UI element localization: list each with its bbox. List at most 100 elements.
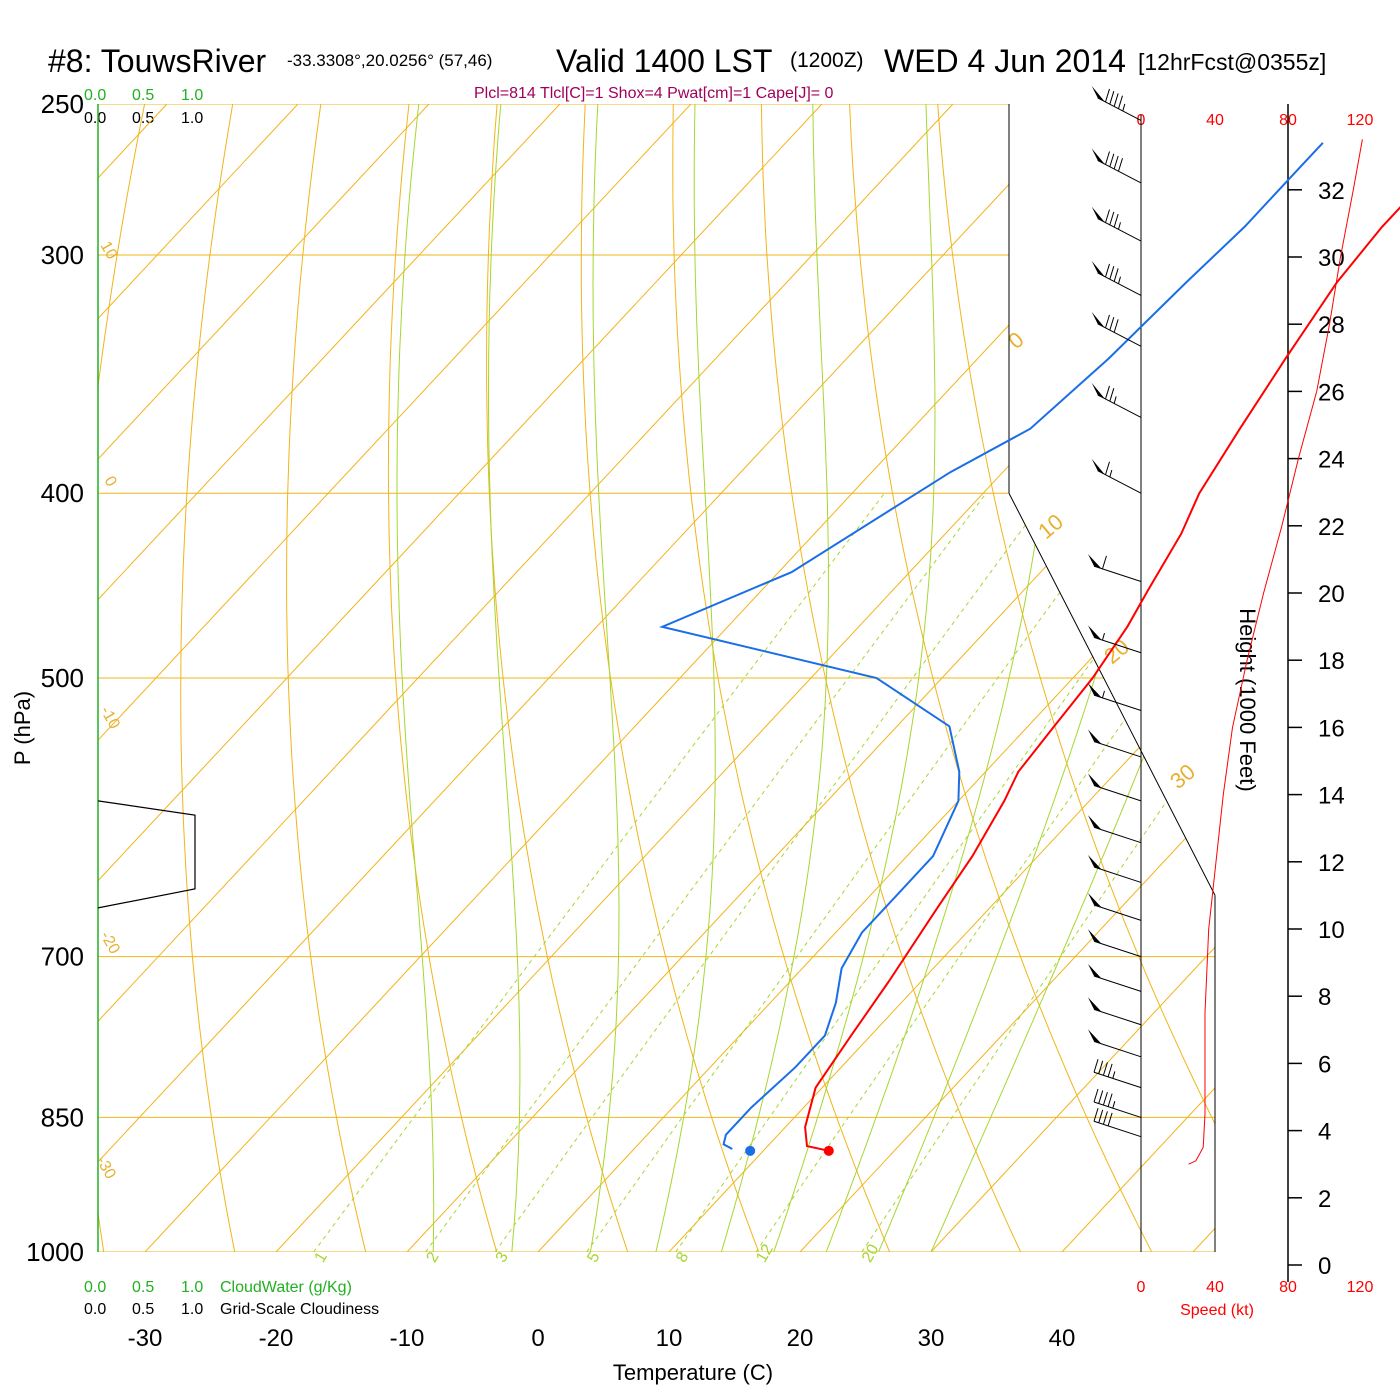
wind-barb-850: [1093, 1088, 1142, 1118]
mixing-ratio-1: [313, 492, 885, 1252]
wind-barb-315: [1091, 260, 1142, 296]
wind-barb-760: [1088, 997, 1142, 1026]
isotherm--10: [406, 104, 1215, 1252]
barb-half: [1101, 690, 1105, 698]
isotherm-label-0: 0: [1003, 327, 1028, 354]
barb-half: [1118, 222, 1121, 230]
dry-adiabat-310: [760, 104, 1022, 1252]
barb-full: [1118, 158, 1123, 172]
dry-adiabat-370: [1290, 104, 1400, 1252]
temp-label--10: -10: [390, 1325, 425, 1352]
wind-barb-485: [1088, 625, 1142, 654]
dry-adiabat-250: [180, 104, 236, 1252]
barb-full: [1105, 88, 1110, 103]
barb-staff: [1097, 470, 1142, 494]
pressure-label-850: 850: [41, 1102, 84, 1132]
mixing-ratio-label-20: 20: [859, 1241, 883, 1265]
surface-dewpoint-dot: [745, 1145, 756, 1156]
barb-pennant: [1091, 458, 1105, 475]
barb-full: [1113, 213, 1119, 228]
isotherm--70: [98, 104, 692, 1252]
barb-full: [1113, 93, 1119, 107]
pressure-label-400: 400: [41, 478, 84, 508]
dewpoint-line: [659, 142, 1324, 1150]
barb-half: [1113, 396, 1117, 404]
height-label-24: 24: [1318, 447, 1345, 474]
barb-pennant: [1088, 625, 1102, 640]
isotherm-50: [1192, 104, 1215, 1252]
dry-adiabat-300: [672, 104, 891, 1252]
stability-indices: Plcl=814 Tlcl[C]=1 Shox=4 Pwat[cm]=1 Cap…: [474, 85, 834, 102]
barb-staff: [1093, 741, 1142, 758]
barb-full: [1098, 1109, 1104, 1123]
barb-full: [1093, 1108, 1099, 1122]
wind-barb-335: [1091, 311, 1142, 347]
barb-half: [1122, 103, 1126, 112]
barb-staff: [1093, 940, 1142, 958]
barb-full: [1109, 153, 1115, 167]
barb-full: [1105, 209, 1110, 223]
speed-axis-label: Speed (kt): [1180, 1302, 1254, 1319]
dry-adiabat-280: [486, 104, 629, 1252]
temp-label-10: 10: [656, 1325, 683, 1352]
barb-pennant: [1088, 929, 1102, 944]
barb-staff: [1093, 565, 1142, 582]
speed-tick-120-top: 120: [1347, 112, 1374, 129]
wind-barb-730: [1088, 963, 1142, 992]
wind-barb-610: [1088, 815, 1142, 844]
barb-full: [1093, 1088, 1099, 1103]
barb-full: [1113, 319, 1119, 333]
barb-full: [1105, 151, 1110, 165]
isotherm-0: [537, 104, 1215, 1252]
barb-staff: [1093, 785, 1142, 802]
wind-barb-520: [1088, 683, 1142, 711]
barb-pennant: [1088, 963, 1102, 979]
wind-barb-295: [1091, 206, 1142, 242]
barb-half: [1112, 1071, 1116, 1079]
height-label-18: 18: [1318, 648, 1345, 675]
barb-pennant: [1088, 683, 1102, 698]
height-label-32: 32: [1318, 178, 1345, 205]
temp-label--30: -30: [128, 1325, 163, 1352]
speed-tick-40-top: 40: [1206, 112, 1224, 129]
cloudiness-label: Grid-Scale Cloudiness: [220, 1301, 379, 1318]
temp-label-30: 30: [918, 1325, 945, 1352]
sounding-profiles: [659, 142, 1400, 1156]
mixing-ratio-3: [494, 492, 1050, 1252]
isotherm-40: [1061, 104, 1215, 1252]
wind-barb-640: [1088, 855, 1142, 883]
barb-half: [1112, 1101, 1116, 1109]
wind-barb-445: [1088, 554, 1142, 582]
wind-barb-700: [1088, 929, 1142, 958]
height-label-6: 6: [1318, 1051, 1331, 1078]
isotherm--90: [98, 104, 430, 1252]
barb-pennant: [1088, 773, 1102, 788]
dry-adiabat-label-2: -10: [97, 704, 123, 733]
dry-adiabat-380: [1378, 104, 1400, 1252]
barb-pennant: [1091, 206, 1105, 223]
barb-staff: [1093, 1120, 1142, 1138]
wind-barb-365: [1091, 382, 1142, 418]
dry-adiabat-260: [286, 104, 367, 1252]
cloudiness-tick-2: 1.0: [181, 110, 203, 127]
height-label-22: 22: [1318, 514, 1345, 541]
pressure-label-1000: 1000: [26, 1237, 84, 1267]
wind-barb-550: [1088, 729, 1142, 758]
x-axis-title: Temperature (C): [613, 1360, 773, 1385]
cloudwater-tick-2-bottom: 1.0: [181, 1279, 203, 1296]
dry-adiabat-label-1: 0: [101, 474, 120, 490]
height-label-4: 4: [1318, 1119, 1331, 1146]
moist-adiabat-18: [773, 104, 936, 1252]
wind-barb-400: [1091, 458, 1142, 494]
temp-label-0: 0: [531, 1325, 544, 1352]
height-label-16: 16: [1318, 715, 1345, 742]
wind-panel: [1088, 85, 1363, 1165]
forecast-date: WED 4 Jun 2014: [884, 43, 1126, 79]
cloudwater-tick-0-bottom: 0.0: [84, 1279, 106, 1296]
temp-label--20: -20: [259, 1325, 294, 1352]
temp-label-40: 40: [1049, 1325, 1076, 1352]
cloudiness-profile: [97, 800, 196, 909]
height-label-28: 28: [1318, 312, 1345, 339]
mixing-ratio-8: [675, 492, 1213, 1252]
mixing-ratio-5: [586, 492, 1133, 1252]
